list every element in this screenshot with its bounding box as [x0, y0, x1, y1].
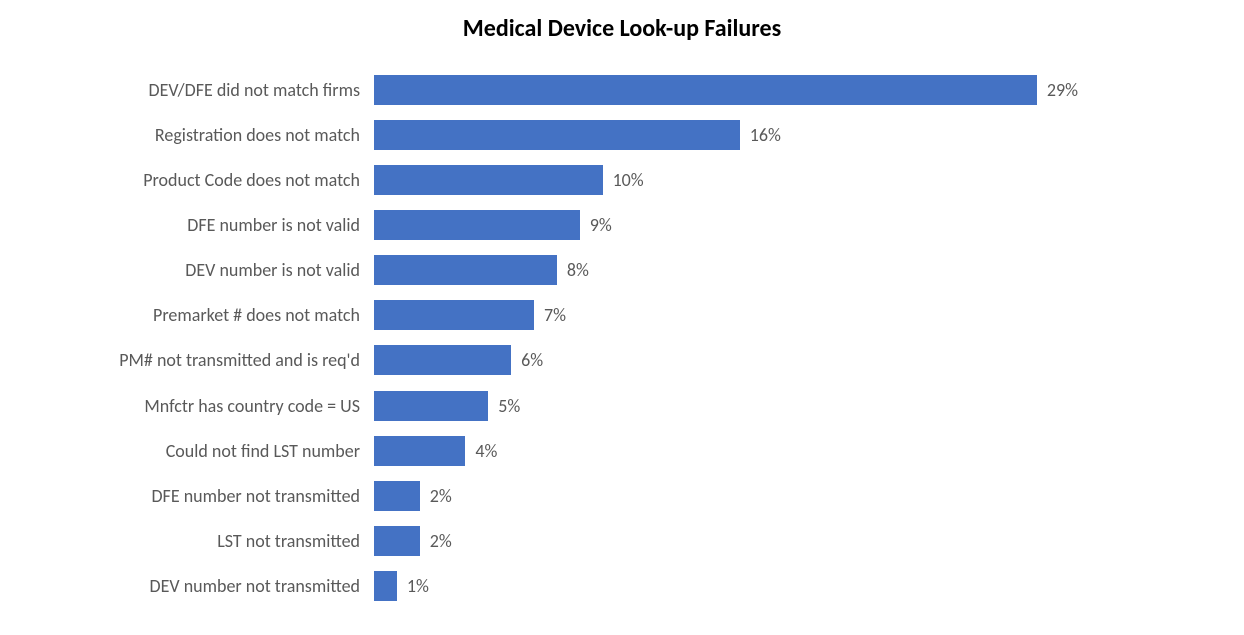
bar — [374, 436, 465, 466]
bar-row: Premarket # does not match 7% — [40, 296, 1204, 334]
bar-label: PM# not transmitted and is req'd — [40, 349, 374, 371]
bar-label: LST not transmitted — [40, 530, 374, 552]
bar — [374, 120, 740, 150]
bar-value: 6% — [511, 349, 543, 371]
bar-row: DEV/DFE did not match firms 29% — [40, 71, 1204, 109]
bar — [374, 481, 420, 511]
bar-track: 10% — [374, 165, 1174, 195]
bar-label: Premarket # does not match — [40, 304, 374, 326]
bar-value: 10% — [603, 169, 644, 191]
bar — [374, 300, 534, 330]
bar-row: Product Code does not match 10% — [40, 161, 1204, 199]
bar-track: 5% — [374, 391, 1174, 421]
bar-label: Registration does not match — [40, 124, 374, 146]
bar-track: 4% — [374, 436, 1174, 466]
bar — [374, 345, 511, 375]
bar-value: 4% — [465, 440, 497, 462]
bar-row: Could not find LST number 4% — [40, 432, 1204, 470]
bar-label: DFE number is not valid — [40, 214, 374, 236]
bars-area: DEV/DFE did not match firms 29% Registrati… — [40, 71, 1204, 605]
bar-track: 1% — [374, 571, 1174, 601]
bar-value: 8% — [557, 259, 589, 281]
bar-track: 29% — [374, 75, 1174, 105]
chart-title: Medical Device Look-up Failures — [40, 14, 1204, 43]
bar-track: 8% — [374, 255, 1174, 285]
bar-value: 7% — [534, 304, 566, 326]
bar-row: Mnfctr has country code = US 5% — [40, 387, 1204, 425]
bar-row: DEV number not transmitted 1% — [40, 567, 1204, 605]
bar-label: Product Code does not match — [40, 169, 374, 191]
bar-row: Registration does not match 16% — [40, 116, 1204, 154]
bar-track: 2% — [374, 481, 1174, 511]
bar-track: 16% — [374, 120, 1174, 150]
bar-track: 7% — [374, 300, 1174, 330]
bar-row: DFE number not transmitted 2% — [40, 477, 1204, 515]
chart-container: Medical Device Look-up Failures DEV/DFE … — [0, 0, 1244, 635]
bar-track: 9% — [374, 210, 1174, 240]
bar-row: PM# not transmitted and is req'd 6% — [40, 341, 1204, 379]
bar-label: Mnfctr has country code = US — [40, 395, 374, 417]
bar — [374, 255, 557, 285]
bar-value: 2% — [420, 485, 452, 507]
bar-value: 1% — [397, 575, 429, 597]
bar-label: Could not find LST number — [40, 440, 374, 462]
bar-row: LST not transmitted 2% — [40, 522, 1204, 560]
bar-value: 9% — [580, 214, 612, 236]
bar-value: 16% — [740, 124, 781, 146]
bar-label: DFE number not transmitted — [40, 485, 374, 507]
bar — [374, 571, 397, 601]
bar-label: DEV/DFE did not match firms — [40, 79, 374, 101]
bar-label: DEV number is not valid — [40, 259, 374, 281]
bar — [374, 210, 580, 240]
bar-label: DEV number not transmitted — [40, 575, 374, 597]
bar — [374, 391, 488, 421]
bar-track: 6% — [374, 345, 1174, 375]
bar-value: 29% — [1037, 79, 1078, 101]
bar — [374, 526, 420, 556]
bar — [374, 165, 603, 195]
bar-row: DEV number is not valid 8% — [40, 251, 1204, 289]
bar-row: DFE number is not valid 9% — [40, 206, 1204, 244]
bar — [374, 75, 1037, 105]
bar-value: 2% — [420, 530, 452, 552]
bar-value: 5% — [488, 395, 520, 417]
bar-track: 2% — [374, 526, 1174, 556]
